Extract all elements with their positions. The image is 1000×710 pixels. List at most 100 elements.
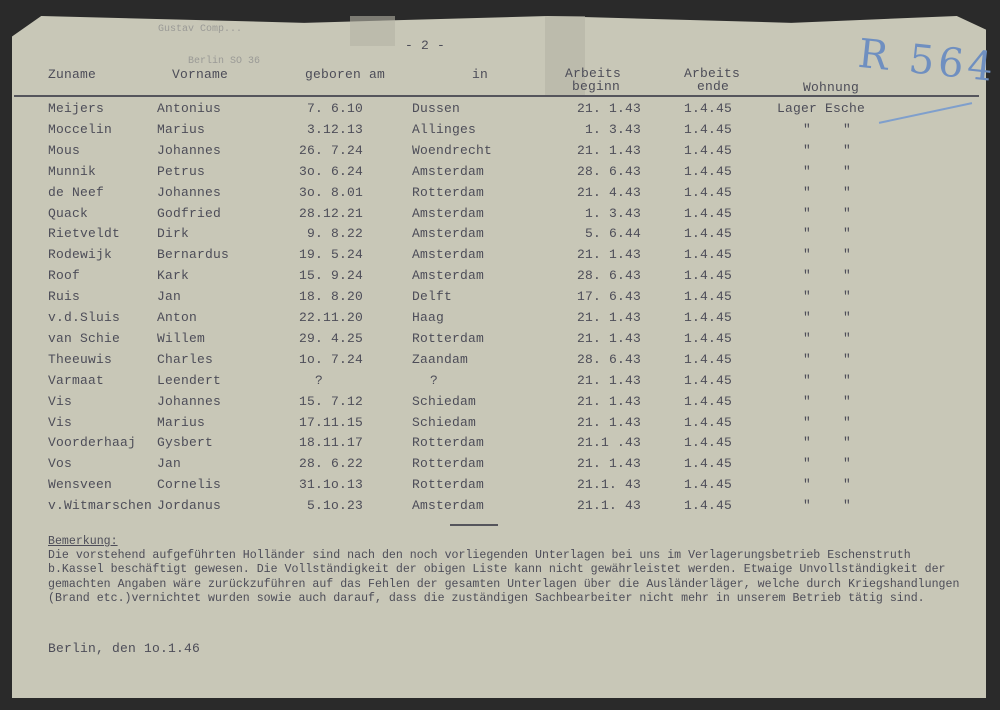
cell-end: 1.4.45 xyxy=(684,226,733,242)
cell-end: 1.4.45 xyxy=(684,330,733,346)
cell-born: 15. 9.24 xyxy=(298,268,363,284)
cell-residence: " " xyxy=(803,184,852,200)
cell-surname: Voorderhaaj xyxy=(48,435,137,451)
cell-surname: Vos xyxy=(48,456,73,472)
cell-place: Dussen xyxy=(412,101,461,116)
cell-firstname: Antonius xyxy=(157,101,222,116)
cell-begin: 21. 1.43 xyxy=(576,247,641,263)
cell-end: 1.4.45 xyxy=(684,247,733,263)
cell-end: 1.4.45 xyxy=(684,372,733,388)
cell-firstname: Anton xyxy=(157,310,198,325)
cell-born: 26. 7.24 xyxy=(298,142,363,158)
cell-firstname: Petrus xyxy=(157,163,206,179)
cell-residence: " " xyxy=(803,372,852,388)
cell-born: 28. 6.22 xyxy=(298,456,363,472)
cell-born: 19. 5.24 xyxy=(298,247,363,263)
cell-place: Rotterdam xyxy=(412,330,485,346)
page-number: - 2 - xyxy=(405,38,446,53)
cell-end: 1.4.45 xyxy=(684,477,733,493)
cell-end: 1.4.45 xyxy=(684,351,733,367)
cell-end: 1.4.45 xyxy=(684,121,733,137)
cell-residence: " " xyxy=(803,330,852,346)
header-work-begin: Arbeits xyxy=(565,66,622,81)
cell-firstname: Marius xyxy=(157,121,206,137)
cell-place: Schiedam xyxy=(412,393,477,409)
cell-place: Rotterdam xyxy=(412,477,485,493)
cell-firstname: Jan xyxy=(157,456,182,472)
header-surname: Zuname xyxy=(48,67,97,82)
cell-firstname: Johannes xyxy=(157,184,222,200)
cell-residence: " " xyxy=(803,142,852,158)
cell-born: 18.11.17 xyxy=(298,435,363,451)
cell-surname: Vis xyxy=(48,393,73,409)
cell-surname: Varmaat xyxy=(48,372,105,388)
cell-firstname: Cornelis xyxy=(157,477,222,493)
cell-born: 18. 8.20 xyxy=(298,289,363,305)
cell-surname: de Neef xyxy=(48,184,105,200)
cell-surname: van Schie xyxy=(48,330,121,346)
header-work-end-2: ende xyxy=(697,79,730,94)
cell-end: 1.4.45 xyxy=(684,435,733,451)
cell-end: 1.4.45 xyxy=(684,163,733,179)
cell-firstname: Marius xyxy=(157,414,206,430)
cell-place: Rotterdam xyxy=(412,456,485,472)
cell-surname: Munnik xyxy=(48,163,97,179)
cell-end: 1.4.45 xyxy=(684,184,733,200)
cell-place: Zaandam xyxy=(412,351,469,367)
cell-residence: " " xyxy=(803,477,852,493)
cell-firstname: Willem xyxy=(157,330,206,346)
tape-mark xyxy=(350,16,395,46)
cell-surname: Mous xyxy=(48,142,81,158)
cell-surname: Quack xyxy=(48,205,89,221)
cell-surname: Rietveldt xyxy=(48,226,121,242)
cell-born: 22.11.20 xyxy=(298,310,363,325)
cell-born: ? xyxy=(314,372,323,388)
cell-residence: " " xyxy=(803,310,852,325)
cell-begin: 21. 1.43 xyxy=(576,101,641,116)
cell-firstname: Jan xyxy=(157,289,182,305)
cell-place: Amsterdam xyxy=(412,205,485,221)
cell-residence: " " xyxy=(803,351,852,367)
header-in: in xyxy=(472,67,489,82)
cell-place: Allinges xyxy=(412,121,477,137)
cell-place: Amsterdam xyxy=(412,226,485,242)
cell-place: Amsterdam xyxy=(412,247,485,263)
header-residence: Wohnung xyxy=(803,80,860,95)
tape-mark xyxy=(545,16,585,96)
header-work-end: Arbeits xyxy=(684,66,741,81)
cell-born: 31.1o.13 xyxy=(298,477,363,493)
cell-born: 15. 7.12 xyxy=(298,393,363,409)
cell-surname: Vis xyxy=(48,414,73,430)
cell-begin: 17. 6.43 xyxy=(576,289,641,305)
end-rule xyxy=(450,524,498,526)
cell-begin: 21.1. 43 xyxy=(576,498,641,514)
letterhead-stamp-address: Berlin SO 36 xyxy=(188,56,261,67)
cell-place: Schiedam xyxy=(412,414,477,430)
cell-residence: " " xyxy=(803,456,852,472)
cell-begin: 28. 6.43 xyxy=(576,351,641,367)
cell-born: 17.11.15 xyxy=(298,414,363,430)
cell-born: 1o. 7.24 xyxy=(298,351,363,367)
document-page xyxy=(12,16,986,698)
cell-end: 1.4.45 xyxy=(684,414,733,430)
cell-place: Rotterdam xyxy=(412,435,485,451)
cell-firstname: Bernardus xyxy=(157,247,230,263)
cell-firstname: Leendert xyxy=(157,372,222,388)
cell-begin: 21.1 .43 xyxy=(576,435,641,451)
cell-residence: " " xyxy=(803,268,852,284)
cell-place: Delft xyxy=(412,289,453,305)
cell-surname: v.Witmarschen xyxy=(48,498,153,514)
cell-end: 1.4.45 xyxy=(684,101,733,116)
cell-begin: 21. 1.43 xyxy=(576,310,641,325)
cell-born: 29. 4.25 xyxy=(298,330,363,346)
cell-surname: Ruis xyxy=(48,289,81,305)
cell-surname: Wensveen xyxy=(48,477,113,493)
cell-firstname: Gysbert xyxy=(157,435,214,451)
cell-born: 28.12.21 xyxy=(298,205,363,221)
cell-residence: " " xyxy=(803,247,852,263)
cell-place: ? xyxy=(430,372,439,388)
cell-firstname: Charles xyxy=(157,351,214,367)
cell-residence: " " xyxy=(803,226,852,242)
cell-begin: 21. 1.43 xyxy=(576,456,641,472)
cell-begin: 1. 3.43 xyxy=(584,121,641,137)
